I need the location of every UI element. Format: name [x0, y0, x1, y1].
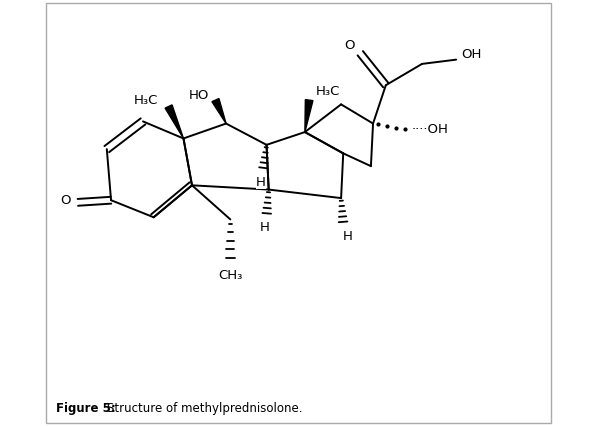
Text: H₃C: H₃C	[134, 94, 159, 106]
Text: Structure of methylprednisolone.: Structure of methylprednisolone.	[107, 402, 302, 414]
Text: H: H	[343, 230, 352, 243]
Text: CH₃: CH₃	[218, 269, 242, 282]
Text: OH: OH	[461, 48, 481, 61]
Text: O: O	[61, 194, 71, 207]
Polygon shape	[212, 98, 226, 124]
Text: HO: HO	[189, 89, 210, 102]
Polygon shape	[305, 100, 313, 132]
Polygon shape	[165, 105, 183, 138]
Text: H: H	[260, 222, 269, 234]
Text: O: O	[344, 39, 355, 52]
Text: ····OH: ····OH	[412, 123, 449, 135]
Text: H: H	[256, 176, 266, 189]
Text: H₃C: H₃C	[316, 85, 340, 98]
Text: Figure 5:: Figure 5:	[56, 402, 115, 414]
